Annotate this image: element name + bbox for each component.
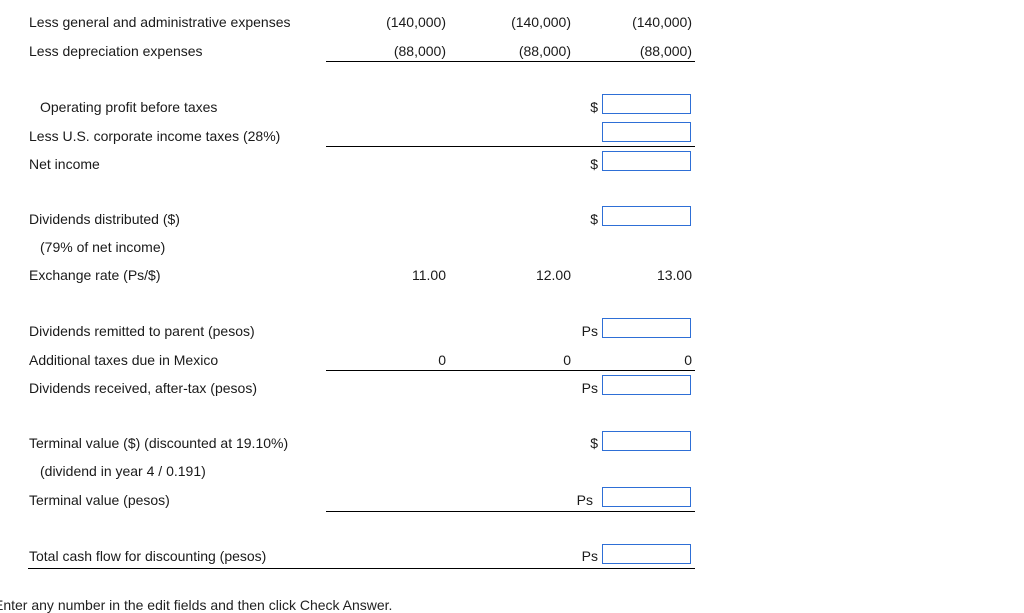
total-underline (28, 568, 695, 569)
ga-year2-value: (140,000) (511, 14, 571, 30)
currency-ps: Ps (581, 323, 598, 339)
additional-taxes-label: Additional taxes due in Mexico (29, 352, 219, 368)
terminal-value-pesos-label: Terminal value (pesos) (29, 492, 170, 508)
currency-usd: $ (590, 435, 598, 451)
divider-line (326, 511, 695, 512)
depreciation-year1-value: (88,000) (393, 43, 446, 59)
depreciation-year3-value: (88,000) (639, 43, 692, 59)
exchange-rate-year3: 13.00 (656, 267, 692, 283)
divider-line (326, 61, 695, 62)
ga-year3-value: (140,000) (632, 14, 692, 30)
instruction-text: Enter any number in the edit fields and … (0, 597, 393, 613)
currency-ps: Ps (581, 380, 598, 396)
currency-usd: $ (590, 211, 598, 227)
additional-taxes-year2: 0 (563, 352, 571, 368)
terminal-value-subnote: (dividend in year 4 / 0.191) (40, 463, 206, 479)
ga-year1-value: (140,000) (386, 14, 446, 30)
currency-usd: $ (590, 156, 598, 172)
terminal-value-pesos-input[interactable] (602, 487, 691, 507)
operating-profit-label: Operating profit before taxes (40, 99, 218, 115)
operating-profit-input[interactable] (602, 94, 691, 114)
currency-ps: Ps (581, 548, 598, 564)
net-income-input[interactable] (602, 151, 691, 171)
received-input[interactable] (602, 375, 691, 395)
terminal-value-usd-label: Terminal value ($) (discounted at 19.10%… (29, 435, 289, 451)
received-label: Dividends received, after-tax (pesos) (29, 380, 257, 396)
dividends-label: Dividends distributed ($) (29, 211, 180, 227)
depreciation-label: Less depreciation expenses (29, 43, 203, 59)
remitted-input[interactable] (602, 318, 691, 338)
dividends-subnote: (79% of net income) (40, 239, 166, 255)
terminal-value-usd-input[interactable] (602, 431, 691, 451)
depreciation-year2-value: (88,000) (518, 43, 571, 59)
additional-taxes-year3: 0 (684, 352, 692, 368)
us-tax-input[interactable] (602, 122, 691, 142)
exchange-rate-year2: 12.00 (535, 267, 571, 283)
ga-label: Less general and administrative expenses (29, 14, 291, 30)
remitted-label: Dividends remitted to parent (pesos) (29, 323, 255, 339)
dividends-input[interactable] (602, 206, 691, 226)
us-tax-label: Less U.S. corporate income taxes (28%) (29, 128, 281, 144)
divider-line (326, 146, 695, 147)
total-cash-flow-input[interactable] (602, 544, 691, 564)
exchange-rate-year1: 11.00 (412, 267, 446, 283)
additional-taxes-year1: 0 (438, 352, 446, 368)
currency-ps: Ps (576, 492, 593, 508)
total-cash-flow-label: Total cash flow for discounting (pesos) (29, 548, 267, 564)
divider-line (326, 370, 695, 371)
net-income-label: Net income (29, 156, 100, 172)
exchange-rate-label: Exchange rate (Ps/$) (29, 267, 161, 283)
currency-usd: $ (590, 99, 598, 115)
